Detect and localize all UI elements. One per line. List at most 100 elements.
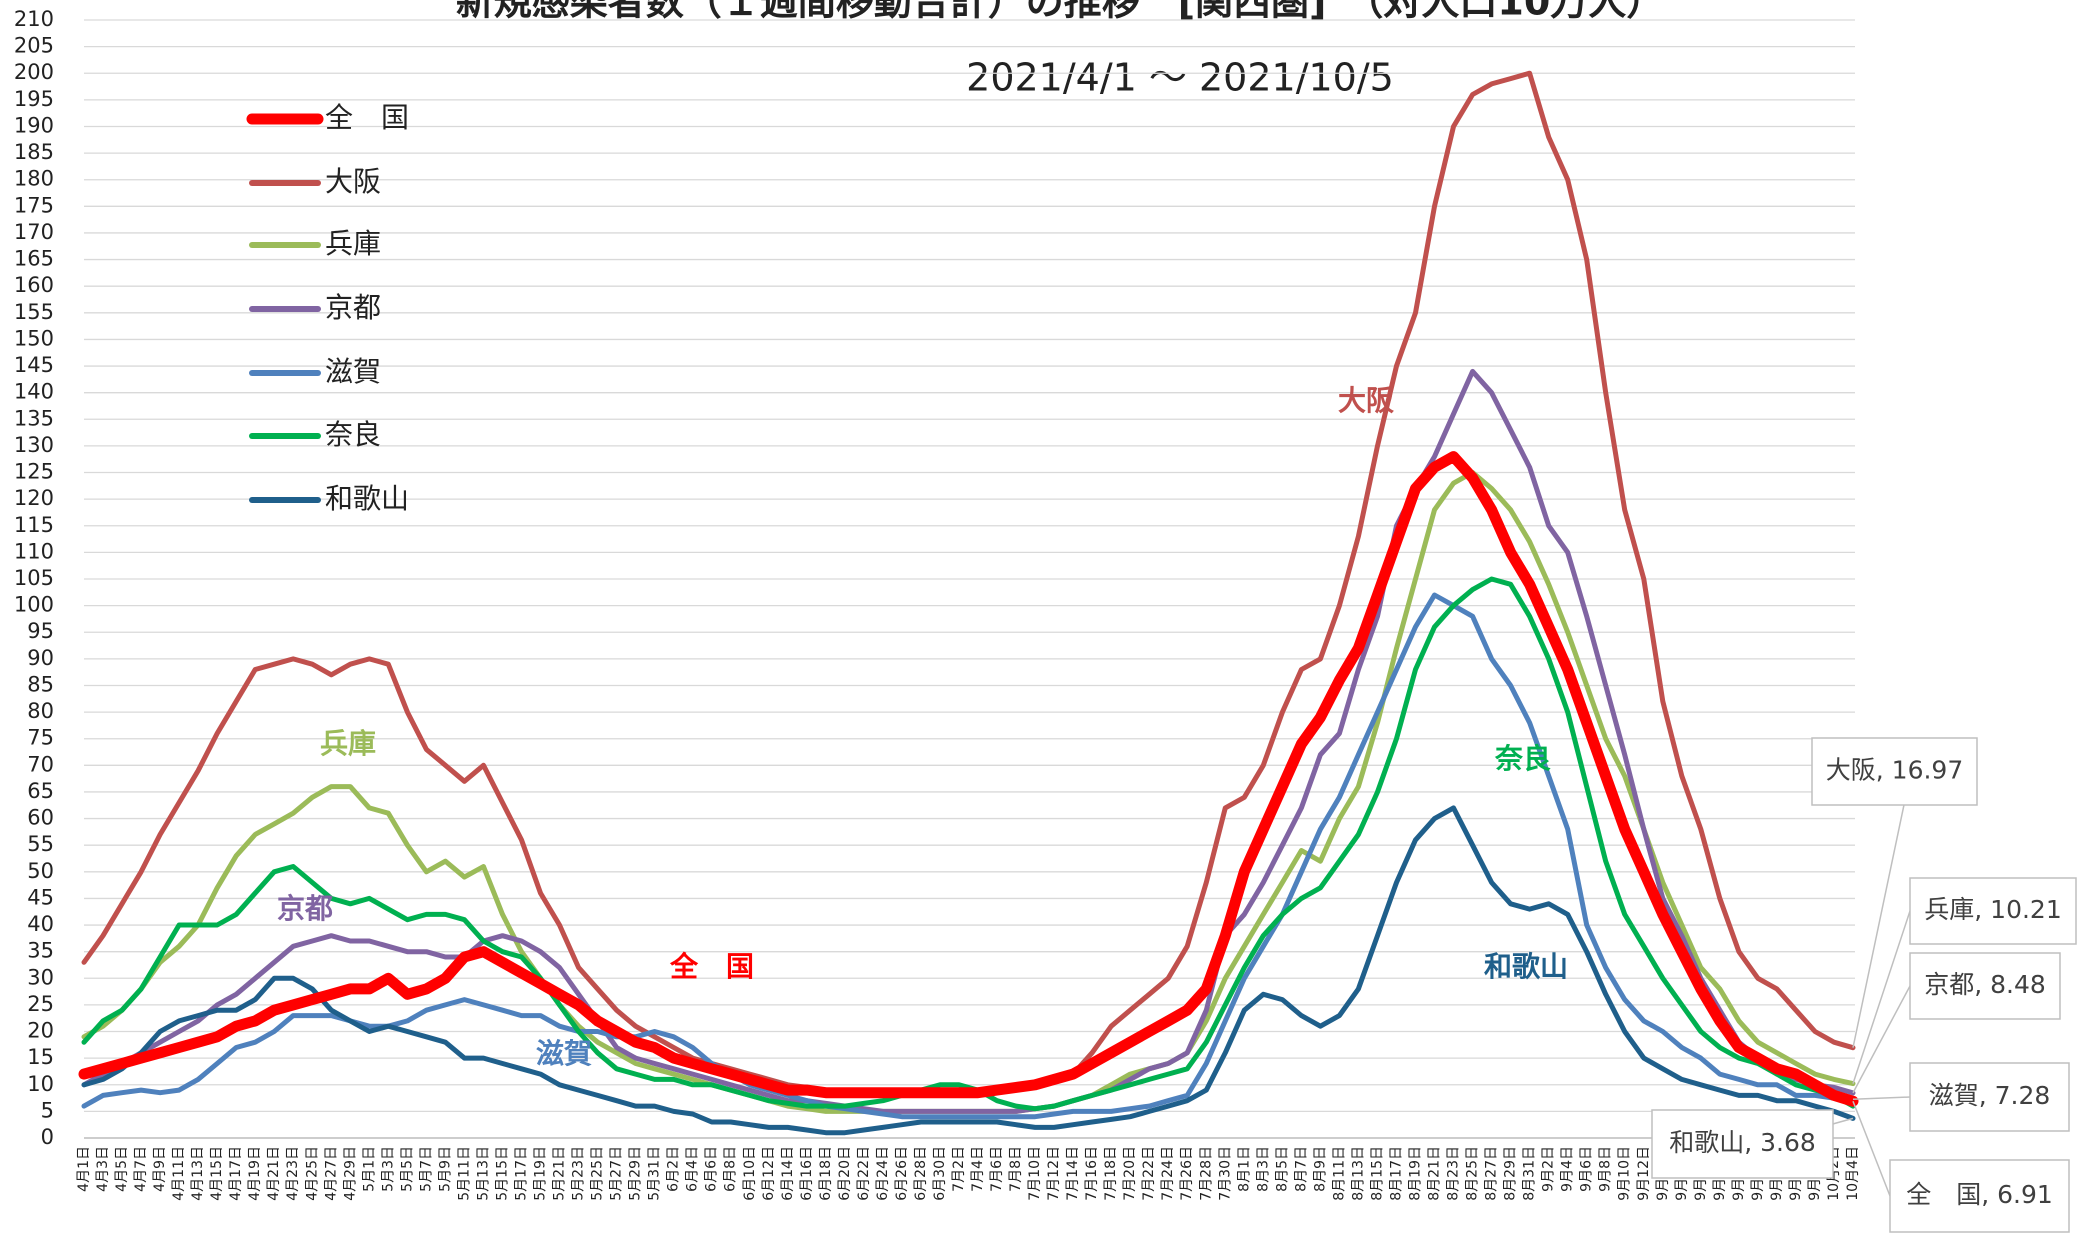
y-tick-label: 35	[27, 939, 54, 963]
series-annotation: 和歌山	[1484, 950, 1568, 983]
x-tick-label: 7月12日	[1046, 1146, 1062, 1201]
x-tick-label: 5月13日	[475, 1146, 491, 1201]
callout-label: 京都, 8.48	[1924, 970, 2046, 999]
x-tick-label: 4月11日	[171, 1146, 187, 1201]
y-tick-label: 175	[14, 193, 54, 217]
x-tick-label: 8月29日	[1503, 1146, 1519, 1201]
y-tick-label: 30	[27, 965, 54, 989]
y-tick-label: 165	[14, 247, 54, 271]
callout-leader	[1852, 771, 1912, 1048]
y-tick-label: 0	[41, 1125, 54, 1149]
callout-box	[1889, 1159, 2070, 1233]
y-tick-label: 150	[14, 326, 54, 350]
x-tick-label: 7月6日	[989, 1146, 1005, 1192]
x-tick-label: 5月23日	[571, 1146, 587, 1201]
legend-label: 全 国	[325, 101, 409, 134]
x-tick-label: 7月14日	[1065, 1146, 1081, 1201]
x-tick-label: 7月8日	[1008, 1146, 1024, 1192]
x-tick-label: 6月26日	[894, 1146, 910, 1201]
x-tick-label: 4月1日	[76, 1146, 92, 1192]
y-tick-label: 180	[14, 167, 54, 191]
x-tick-label: 4月15日	[209, 1146, 225, 1201]
chart-title: 新規感染者数（１週間移動合計）の推移 [関西圏] （対人口10万人）	[456, 0, 1665, 24]
x-tick-label: 5月17日	[513, 1146, 529, 1201]
callout-label: 大阪, 16.97	[1826, 756, 1963, 785]
y-tick-label: 55	[27, 832, 54, 856]
legend-label: 兵庫	[325, 227, 381, 260]
y-tick-label: 115	[14, 513, 54, 537]
y-tick-label: 85	[27, 672, 54, 696]
y-tick-label: 95	[27, 619, 54, 643]
x-tick-label: 9月8日	[1598, 1146, 1614, 1192]
y-tick-label: 185	[14, 140, 54, 164]
y-tick-label: 25	[27, 992, 54, 1016]
series-annotation: 奈良	[1494, 742, 1551, 775]
y-tick-label: 40	[27, 912, 54, 936]
series-line	[81, 368, 1856, 1114]
x-tick-label: 9月10日	[1617, 1146, 1633, 1201]
x-tick-label: 8月13日	[1350, 1146, 1366, 1201]
y-tick-label: 210	[14, 7, 54, 31]
series-annotation: 全 国	[669, 950, 754, 983]
x-tick-label: 6月16日	[799, 1146, 815, 1201]
x-tick-label: 8月31日	[1522, 1146, 1538, 1201]
x-tick-label: 9月2日	[1541, 1146, 1557, 1192]
legend-label: 大阪	[325, 165, 381, 198]
x-tick-label: 6月24日	[875, 1146, 891, 1201]
callout-box	[1909, 877, 2077, 945]
legend-label: 滋賀	[325, 355, 381, 388]
x-tick-label: 6月28日	[913, 1146, 929, 1201]
x-tick-label: 5月27日	[609, 1146, 625, 1201]
x-tick-label: 4月7日	[133, 1146, 149, 1192]
y-tick-label: 70	[27, 752, 54, 776]
callout-label: 兵庫, 10.21	[1924, 895, 2061, 924]
x-tick-label: 5月1日	[361, 1146, 377, 1192]
y-tick-label: 125	[14, 460, 54, 484]
x-tick-label: 8月1日	[1236, 1146, 1252, 1192]
x-tick-label: 5月11日	[456, 1146, 472, 1201]
y-tick-label: 100	[14, 593, 54, 617]
x-tick-label: 8月3日	[1255, 1146, 1271, 1192]
y-tick-label: 200	[14, 60, 54, 84]
x-tick-label: 7月18日	[1103, 1146, 1119, 1201]
x-tick-label: 8月17日	[1388, 1146, 1404, 1201]
callout-label: 和歌山, 3.68	[1669, 1128, 1816, 1157]
x-tick-label: 8月27日	[1484, 1146, 1500, 1201]
x-tick-label: 6月18日	[818, 1146, 834, 1201]
x-tick-label: 10月4日	[1845, 1146, 1861, 1201]
x-tick-label: 6月20日	[837, 1146, 853, 1201]
series-line	[81, 805, 1856, 1136]
legend-label: 和歌山	[325, 482, 409, 515]
callout-box	[1651, 1109, 1834, 1179]
x-tick-label: 5月21日	[552, 1146, 568, 1201]
x-tick-label: 8月5日	[1274, 1146, 1290, 1192]
x-tick-label: 5月15日	[494, 1146, 510, 1201]
y-tick-label: 195	[14, 87, 54, 111]
y-tick-label: 155	[14, 300, 54, 324]
chart-subtitle: 2021/4/1 〜 2021/10/5	[966, 56, 1394, 100]
x-tick-label: 9月12日	[1636, 1146, 1652, 1201]
x-tick-label: 5月5日	[399, 1146, 415, 1192]
x-tick-label: 5月19日	[533, 1146, 549, 1201]
x-tick-label: 5月3日	[380, 1146, 396, 1192]
callout-leader	[1852, 1100, 1891, 1197]
y-tick-label: 190	[14, 113, 54, 137]
x-tick-label: 7月26日	[1179, 1146, 1195, 1201]
x-tick-label: 9月4日	[1560, 1146, 1576, 1192]
series-line	[81, 592, 1856, 1120]
y-tick-label: 75	[27, 726, 54, 750]
y-tick-label: 170	[14, 220, 54, 244]
x-tick-label: 8月23日	[1446, 1146, 1462, 1201]
y-tick-label: 45	[27, 885, 54, 909]
x-tick-label: 4月17日	[228, 1146, 244, 1201]
series-annotation: 大阪	[1338, 384, 1394, 417]
callout-label: 全 国, 6.91	[1906, 1180, 2053, 1209]
x-tick-label: 6月8日	[723, 1146, 739, 1192]
callout-box	[1909, 1062, 2070, 1132]
y-tick-label: 50	[27, 859, 54, 883]
y-tick-label: 10	[27, 1072, 54, 1096]
y-tick-label: 110	[14, 539, 54, 563]
x-tick-label: 6月22日	[856, 1146, 872, 1201]
x-tick-label: 6月10日	[742, 1146, 758, 1201]
